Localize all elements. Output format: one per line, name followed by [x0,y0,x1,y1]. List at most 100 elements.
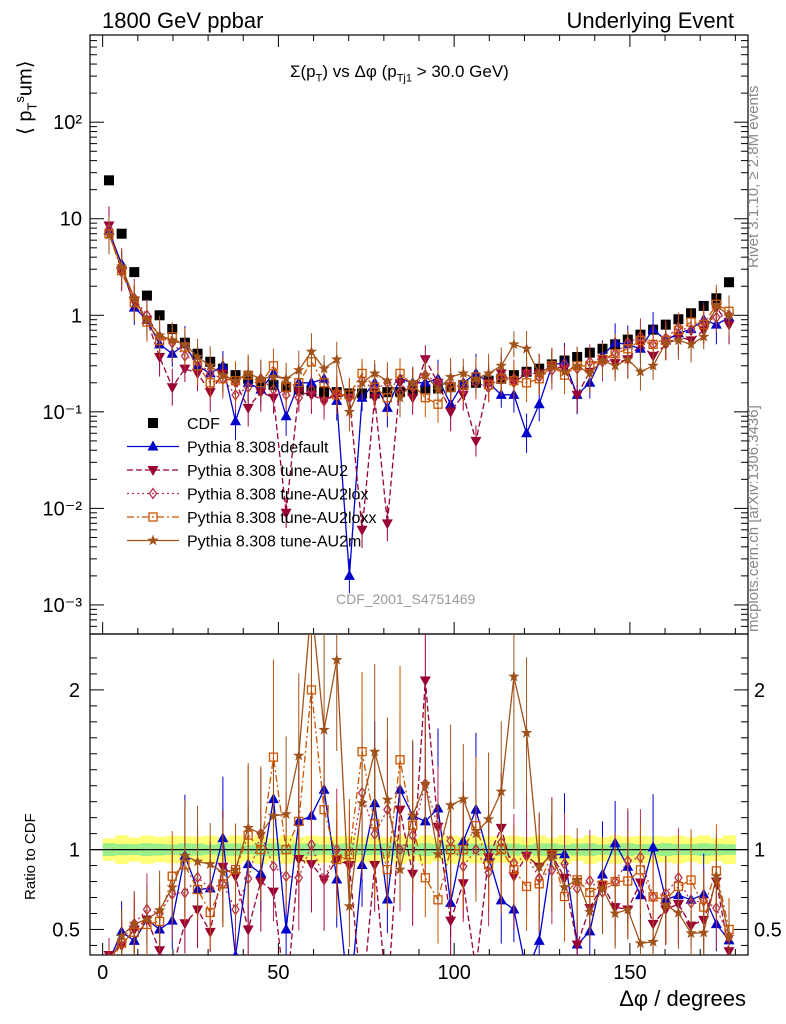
data-point [520,342,533,354]
ratio-point [356,797,368,809]
series-line [108,233,730,406]
data-point [255,372,267,384]
analysis-id: CDF_2001_S4751469 [336,591,476,607]
ratio-series-au2m [108,597,735,955]
x-tick-label: 150 [613,962,646,984]
ratio-point [128,917,140,929]
x-axis-label: Δφ / degrees [619,986,746,1011]
data-point [445,407,457,418]
y-tick-label: 10⁻¹ [43,402,83,424]
y-tick-label: 10⁻² [43,498,83,520]
data-point [381,374,394,386]
ratio-point [332,854,342,865]
ratio-point [432,848,444,859]
ratio-point [407,809,419,821]
y-tick-label: 10² [53,112,82,134]
data-point [470,436,482,447]
ratio-point [307,838,316,851]
ratio-point [520,726,533,738]
ratio-point [331,654,343,665]
ratio-point [395,755,405,765]
legend-marker [148,487,158,500]
ratio-point [280,923,292,934]
main-panel: 10⁻³ 10⁻² 10⁻¹ 1 10 10² CDF Pythia 8.308 defaul… [43,34,749,635]
legend-label: CDF [187,416,220,433]
data-point [280,410,292,421]
data-point [294,391,304,404]
data-point [204,359,216,371]
y-axis-label: ⟨ pTsum⟩ [12,60,40,135]
legend-label: Pythia 8.308 tune-AU2m [187,534,361,551]
data-point [647,359,659,371]
data-point [280,508,292,519]
ratio-line [113,689,730,955]
y-tick-label: 10 [60,209,82,231]
ratio-point [521,881,532,892]
legend-label: Pythia 8.308 tune-AU2loxx [187,510,376,527]
ratio-y-tick-label: 1 [69,840,80,862]
ratio-point [318,723,330,735]
series-line [108,229,730,402]
data-point [584,367,596,379]
ratio-point [381,793,394,805]
data-point [521,378,532,388]
ratio-point [571,873,583,885]
ratio-point [343,900,356,912]
ratio-point [647,841,659,852]
ratio-y-tick-label: 0.5 [52,919,80,941]
ratio-point [660,899,672,911]
ratio-point [217,866,229,878]
data-point [332,390,342,400]
data-point [318,362,330,374]
ratio-y-tick-label-right: 1 [754,840,765,862]
ratio-point [457,793,469,804]
ratio-point [635,865,646,875]
ratio-point [634,937,647,949]
data-point [634,365,647,377]
legend-marker [147,440,159,451]
data-point [305,345,318,357]
ratio-point [509,864,519,875]
ratio-point [420,873,430,883]
data-point [723,309,735,321]
data-point [381,519,393,530]
data-point [356,525,368,536]
ratio-point [394,863,406,875]
data-point [508,338,520,350]
data-point [685,338,697,350]
data-point [356,376,368,388]
y-tick-label: 1 [71,305,82,327]
ratio-point [382,998,393,1008]
ratio-point [369,745,381,757]
ratio-point [280,808,292,819]
data-point [698,330,710,342]
ratio-y-axis-label: Ratio to CDF [22,813,39,900]
data-point [660,336,672,348]
ratio-point [710,870,723,882]
data-point [457,367,469,379]
data-point [230,415,242,426]
data-point [521,427,533,438]
ratio-point [242,925,254,936]
ratio-point [232,950,239,955]
data-point [470,372,482,384]
data-point [242,367,254,379]
data-point [609,359,621,371]
data-point [154,352,166,363]
ratio-point [686,875,696,885]
data-point [179,338,191,350]
data-point [267,370,280,382]
ratio-point [546,848,558,860]
data-point [672,334,685,346]
y-tick-label: 10⁻³ [43,595,83,617]
ratio-point [571,940,583,951]
rivet-note: Rivet 3.1.10, ≥ 2.8M events [745,85,762,269]
data-point [217,369,229,380]
data-point [444,370,457,382]
data-point [141,290,152,301]
ratio-point [306,597,317,608]
ratio-point [166,881,178,893]
ratio-point [204,858,216,869]
header-right: Underlying Event [566,8,734,33]
data-point [394,391,406,403]
